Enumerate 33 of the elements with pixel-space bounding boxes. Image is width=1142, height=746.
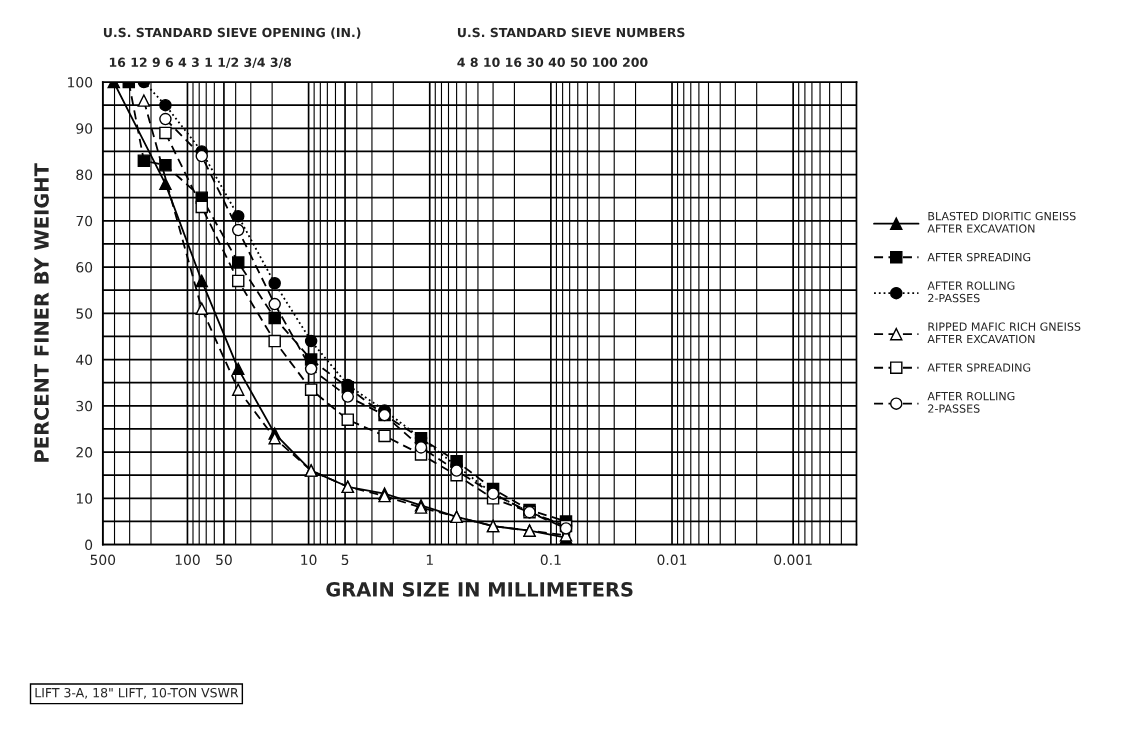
y-tick-label: 10: [76, 493, 93, 504]
text: U.S. STANDARD SIEVE OPENING (IN.): [103, 27, 361, 39]
y-tick-label: 30: [76, 400, 93, 412]
y-tick-label: 90: [76, 123, 93, 134]
x-tick-label: 100: [175, 554, 200, 566]
y-tick-label: 40: [76, 354, 93, 366]
x-tick-label: 0.01: [657, 554, 687, 566]
y-tick-label: 80: [76, 169, 93, 181]
y-tick-label: 60: [76, 262, 93, 273]
text: 4 8 10 16 30 40 50 100 200: [457, 57, 648, 68]
legend-label: AFTER SPREADING: [927, 252, 1031, 262]
x-tick-label: 0.001: [774, 554, 812, 566]
text: LIFT 3-A, 18" LIFT, 10-TON VSWR: [35, 687, 239, 699]
x-tick-label: 5: [341, 554, 349, 566]
y-tick-label: 70: [76, 215, 93, 227]
y-axis-title: PERCENT FINER BY WEIGHT: [34, 163, 49, 462]
x-tick-label: 50: [216, 554, 232, 566]
legend-label: RIPPED MAFIC RICH GNEISS AFTER EXCAVATION: [927, 322, 1081, 344]
y-tick-label: 20: [76, 447, 93, 458]
y-tick-label: 0: [85, 539, 93, 551]
legend-label: AFTER ROLLING 2-PASSES: [927, 391, 1015, 413]
legend-label: AFTER ROLLING 2-PASSES: [927, 281, 1015, 303]
x-tick-label: 500: [90, 554, 116, 566]
y-tick-label: 50: [76, 308, 93, 319]
text: U.S. STANDARD SIEVE NUMBERS: [457, 27, 685, 38]
x-axis-title: GRAIN SIZE IN MILLIMETERS: [326, 581, 633, 597]
legend-label: BLASTED DIORITIC GNEISS AFTER EXCAVATION: [927, 211, 1076, 233]
x-tick-label: 10: [301, 554, 317, 566]
y-tick-label: 100: [68, 77, 93, 88]
legend-label: AFTER SPREADING: [927, 363, 1031, 372]
x-tick-label: 0.1: [540, 554, 561, 566]
x-tick-label: 1: [426, 554, 433, 565]
text: 16 12 9 6 4 3 1 1/2 3/4 3/8: [109, 57, 292, 69]
